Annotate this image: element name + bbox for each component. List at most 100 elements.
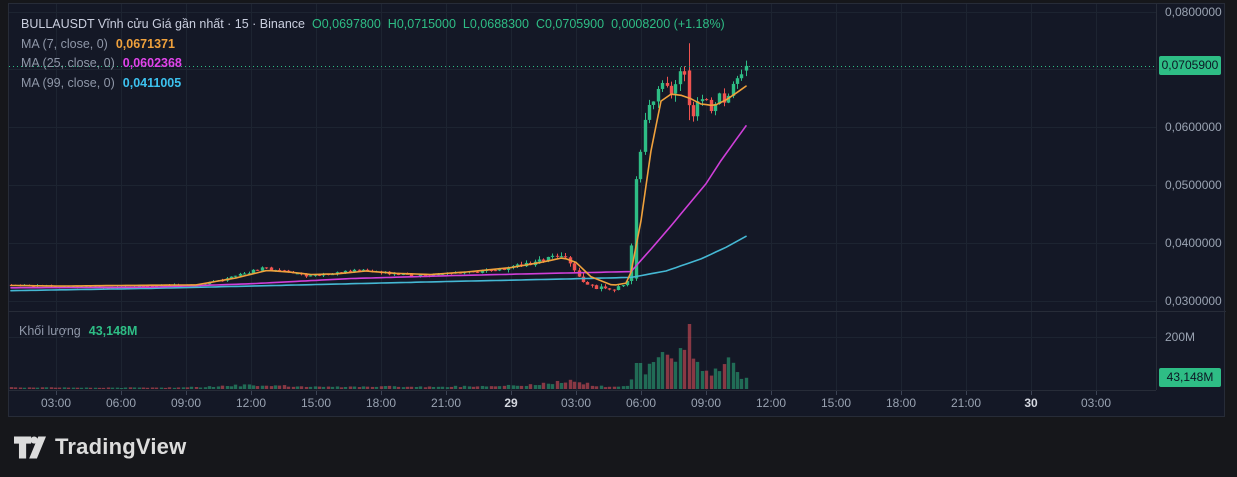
candle-body: [392, 273, 397, 275]
volume-bar: [695, 361, 700, 389]
candle-body: [154, 285, 159, 287]
volume-bar: [484, 386, 489, 389]
candle-body: [414, 276, 419, 278]
candle-body: [405, 273, 410, 275]
volume-bar: [251, 385, 256, 389]
volume-bar: [145, 387, 150, 389]
candle-body: [436, 274, 441, 276]
candle-body: [233, 275, 238, 277]
volume-bar: [581, 384, 586, 389]
candle-body: [647, 104, 652, 120]
volume-bar: [40, 387, 45, 389]
candle-body: [625, 280, 630, 286]
candle-body: [467, 271, 472, 273]
time-axis-label: 09:00: [690, 396, 722, 410]
volume-bar: [71, 387, 76, 389]
volume-bar: [273, 385, 278, 389]
candle-body: [361, 269, 366, 271]
volume-bar: [669, 358, 674, 389]
candle-body: [53, 286, 58, 288]
volume-bar: [431, 386, 436, 389]
volume-bar: [247, 384, 252, 389]
candle-body: [612, 289, 617, 291]
ma7-line: [10, 85, 747, 287]
volume-bar: [229, 386, 234, 389]
candle-body: [207, 281, 212, 285]
candle-body: [506, 267, 511, 270]
price-axis[interactable]: 0,0705900 43,148M 0,0800000 0,0600000 0,05…: [1156, 4, 1227, 390]
volume-bar: [493, 386, 498, 389]
ma7-row[interactable]: MA (7, close, 0) 0,0671371: [21, 35, 725, 55]
volume-bar: [75, 387, 80, 389]
ma25-value: 0,0602368: [122, 56, 182, 70]
candle-body: [590, 284, 595, 286]
volume-bar: [559, 382, 564, 389]
ma25-row[interactable]: MA (25, close, 0) 0,0602368: [21, 54, 725, 74]
volume-bar: [27, 387, 32, 389]
ma7-value: 0,0671371: [115, 36, 175, 51]
candle-body: [502, 268, 507, 270]
volume-bar: [119, 387, 124, 389]
candle-body: [321, 274, 326, 276]
candle-body: [568, 257, 573, 264]
ma99-row[interactable]: MA (99, close, 0) 0,0411005: [21, 74, 725, 94]
candle-body: [330, 274, 335, 276]
volume-legend-row[interactable]: Khối lượng 43,148M: [19, 324, 137, 338]
candle-body: [159, 285, 164, 287]
volume-bar: [137, 387, 142, 389]
time-axis-label: 12:00: [755, 396, 787, 410]
candle-body: [629, 245, 634, 281]
candle-body: [440, 273, 445, 275]
candle-body: [418, 274, 423, 277]
candle-body: [299, 273, 304, 275]
time-axis-label: 06:00: [625, 396, 657, 410]
volume-bar: [220, 385, 225, 389]
volume-bar: [691, 358, 696, 389]
candle-body: [304, 274, 309, 277]
volume-bar: [357, 387, 362, 389]
volume-bar: [660, 352, 665, 389]
candle-body: [449, 272, 454, 274]
volume-bar: [211, 387, 216, 389]
time-axis[interactable]: 03:00 06:00 09:00 12:00 15:00 18:00 21:00 29 03:…: [9, 390, 1156, 417]
volume-bar: [207, 386, 212, 389]
candle-body: [726, 95, 731, 103]
candle-body: [533, 261, 538, 266]
volume-bar: [687, 324, 692, 389]
candle-body: [401, 273, 406, 275]
candle-body: [93, 286, 98, 288]
symbol-title[interactable]: BULLAUSDT Vĩnh cửu Giá gần nhất · 15 · B…: [21, 17, 305, 31]
price-axis-label: 0,0600000: [1165, 120, 1222, 135]
candle-body: [220, 280, 225, 282]
volume-bar: [189, 386, 194, 389]
tradingview-logo[interactable]: TradingView: [14, 434, 186, 460]
volume-bar: [238, 386, 243, 389]
volume-bar: [106, 387, 111, 389]
volume-bar: [194, 386, 199, 389]
volume-bar: [335, 386, 340, 389]
pane-separator[interactable]: [9, 311, 1226, 312]
volume-bar: [299, 386, 304, 389]
volume-bar: [255, 386, 260, 389]
legend: BULLAUSDT Vĩnh cửu Giá gần nhất · 15 · B…: [21, 15, 725, 93]
candle-body: [335, 272, 340, 275]
volume-bar: [475, 386, 480, 389]
candle-body: [313, 274, 318, 276]
volume-bar: [744, 377, 749, 389]
volume-bar: [321, 386, 326, 389]
candle-body: [163, 285, 168, 287]
candle-body: [242, 273, 247, 275]
candle-body: [339, 272, 344, 274]
volume-bar: [409, 386, 414, 389]
volume-bar: [511, 385, 516, 389]
candle-body: [75, 286, 80, 288]
candle-body: [277, 269, 282, 271]
volume-bar: [625, 385, 630, 389]
candle-body: [18, 284, 23, 286]
price-axis-label: 0,0500000: [1165, 177, 1222, 192]
time-axis-label: 21:00: [430, 396, 462, 410]
candle-body: [119, 286, 124, 288]
candle-body: [13, 284, 18, 286]
candle-body: [735, 78, 740, 84]
symbol-row[interactable]: BULLAUSDT Vĩnh cửu Giá gần nhất · 15 · B…: [21, 15, 725, 35]
